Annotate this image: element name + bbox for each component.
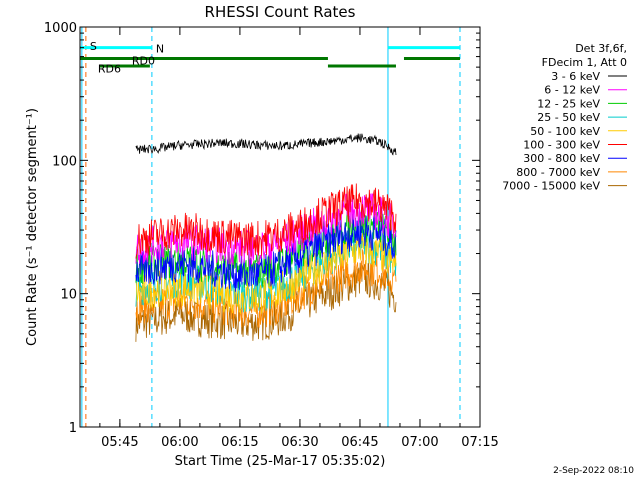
x-tick-label: 07:00 (401, 435, 438, 450)
y-tick-label: 10 (60, 288, 77, 303)
x-tick-label: 06:30 (281, 435, 318, 450)
legend-entry: 25 - 50 keV (537, 111, 600, 124)
series-line (135, 233, 397, 315)
legend-entry: 12 - 25 keV (537, 97, 600, 110)
series-line (135, 183, 397, 259)
legend-entry: 7000 - 15000 keV (502, 180, 600, 193)
x-axis: 05:45 06:00 06:15 06:30 06:45 07:00 07:15 (99, 27, 499, 450)
y-axis: 1 10 100 1000 (44, 21, 480, 436)
y-tick-label: 1 (69, 421, 77, 436)
footer-date: 2-Sep-2022 08:10 (553, 466, 634, 476)
series-line (135, 133, 397, 156)
x-tick-label: 06:00 (161, 435, 198, 450)
flag-label: S (90, 40, 97, 53)
x-axis-label: Start Time (25-Mar-17 05:35:02) (175, 454, 386, 469)
flag-label: N (156, 42, 164, 55)
series-line (135, 262, 397, 342)
x-tick-label: 06:45 (341, 435, 378, 450)
series-layer (135, 133, 397, 342)
flag-label: RD6 (98, 62, 121, 75)
y-tick-label: 1000 (44, 21, 77, 36)
legend-entry: 6 - 12 keV (544, 84, 600, 97)
legend-header: FDecim 1, Att 0 (542, 56, 627, 69)
legend-entry: 800 - 7000 keV (516, 166, 600, 179)
y-axis-label: Count Rate (s⁻¹ detector segment⁻¹) (25, 108, 40, 346)
series-line (135, 225, 397, 313)
legend-header: Det 3f,6f, (575, 42, 627, 55)
legend-entry: 100 - 300 keV (523, 139, 600, 152)
legend-entry: 3 - 6 keV (551, 70, 600, 83)
flag-label: RD0 (132, 55, 155, 68)
y-tick-label: 100 (52, 154, 77, 169)
legend-entry: 50 - 100 keV (530, 125, 600, 138)
x-tick-label: 07:15 (461, 435, 498, 450)
series-line (135, 213, 397, 292)
legend-entry: 300 - 800 keV (523, 152, 600, 165)
x-tick-label: 05:45 (101, 435, 138, 450)
chart-title: RHESSI Count Rates (205, 3, 356, 21)
x-tick-label: 06:15 (221, 435, 258, 450)
